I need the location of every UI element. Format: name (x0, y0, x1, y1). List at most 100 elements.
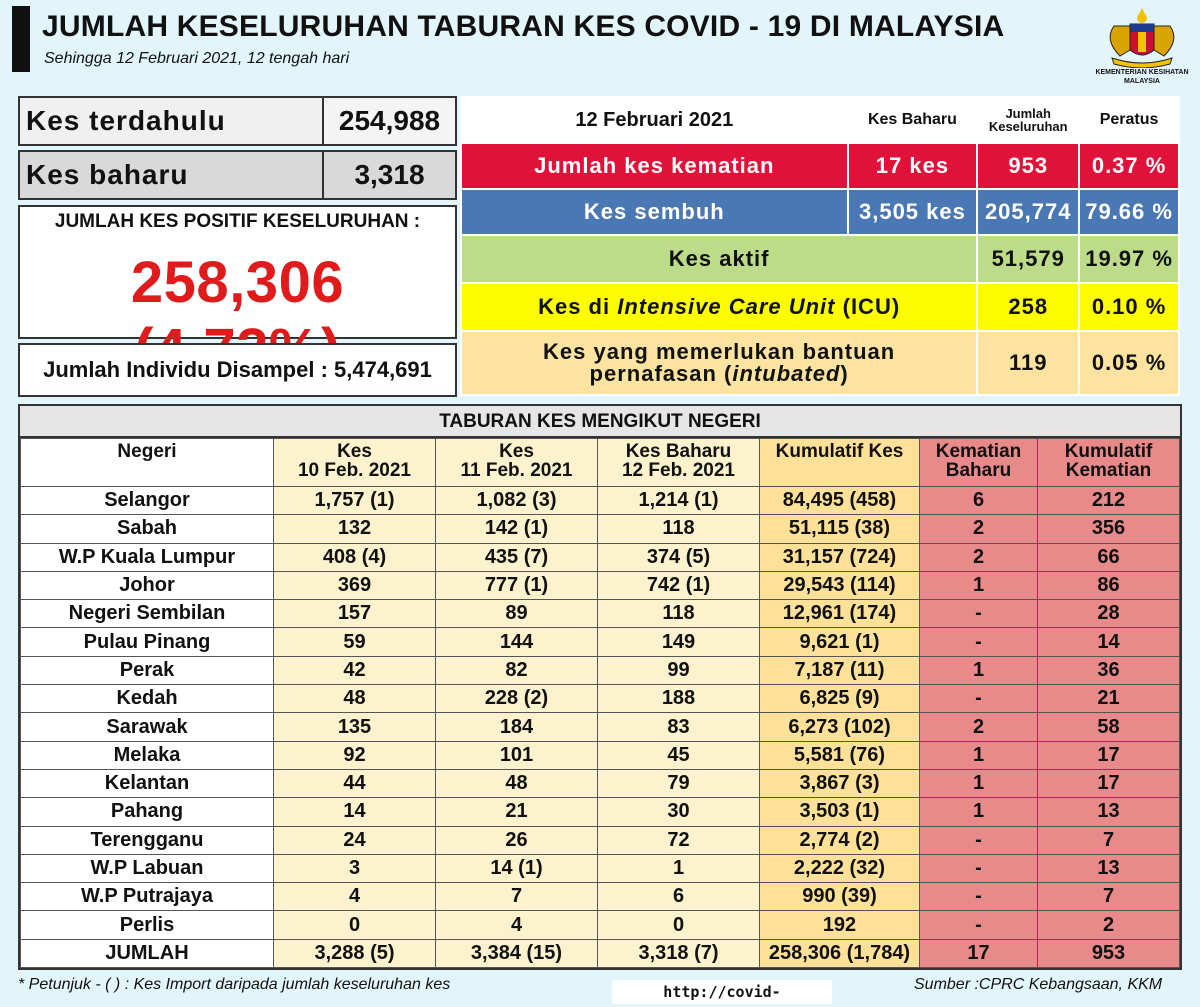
cumulative-deaths: 13 (1037, 797, 1180, 827)
state-name: Perlis (20, 910, 274, 940)
state-table: Negeri Kes 10 Feb. 2021 Kes 11 Feb. 2021 Kes … (20, 438, 1180, 969)
col-cumulative-deaths: Kumulatif Kematian (1037, 438, 1180, 487)
new-cases-12-feb: 374 (5) (597, 542, 760, 572)
cases-11-feb: 21 (435, 797, 598, 827)
recovered-label: Kes sembuh (460, 188, 849, 236)
col-cases-11-feb-line-2: 11 Feb. 2021 (460, 460, 573, 481)
cumulative-cases: 3,867 (3) (759, 768, 920, 799)
page-subtitle: Sehingga 12 Februari 2021, 12 tengah har… (44, 50, 350, 67)
website-link[interactable]: http://covid-19.moh.gov.my (612, 980, 832, 1004)
new-cases-12-feb: 188 (597, 684, 760, 714)
summary-header-row: 12 Februari 2021 Kes Baharu Jumlah Keselu… (460, 96, 1180, 144)
col-cases-11-feb-line-1: Kes (499, 441, 534, 462)
cases-11-feb: 4 (435, 910, 598, 940)
new-cases-12-feb: 3,318 (7) (597, 938, 760, 969)
cumulative-cases: 3,503 (1) (759, 797, 920, 827)
intubated-row: Kes yang memerlukan bantuan pernafasan (i… (459, 330, 1180, 396)
cumulative-deaths: 17 (1037, 740, 1180, 770)
table-row: Sabah 132 142 (1) 118 51,115 (38) 2 356 (20, 514, 1180, 544)
col-new-deaths: Kematian Baharu (919, 438, 1038, 487)
cumulative-deaths: 36 (1037, 655, 1180, 686)
cases-10-feb: 135 (273, 712, 436, 742)
cumulative-deaths: 13 (1037, 853, 1180, 884)
table-row: W.P Putrajaya 4 7 6 990 (39) -7 (20, 882, 1180, 912)
col-state: Negeri (20, 438, 274, 487)
new-deaths: 6 (919, 485, 1038, 516)
new-cases-12-feb: 1 (597, 853, 760, 884)
cumulative-deaths: 953 (1037, 938, 1180, 969)
cases-11-feb: 142 (1) (435, 514, 598, 544)
table-row: Perlis 0 4 0 192-2 (20, 910, 1180, 940)
new-cases-12-feb: 742 (1) (597, 570, 760, 601)
table-row: Kedah 48 228 (2) 188 6,825 (9) -21 (20, 684, 1180, 714)
col-total: Jumlah Keseluruhan (976, 96, 1081, 144)
new-deaths: 1 (919, 570, 1038, 601)
cases-10-feb: 408 (4) (273, 542, 436, 572)
cumulative-cases: 12,961 (174) (759, 599, 920, 629)
state-name: JUMLAH (20, 938, 274, 969)
table-row: Perak 42 82 99 7,187 (11) 1 36 (20, 655, 1180, 686)
state-name: W.P Labuan (20, 853, 274, 884)
cumulative-deaths: 14 (1037, 627, 1180, 657)
new-cases-12-feb: 149 (597, 627, 760, 657)
icu-label-part-1: Kes di (538, 294, 618, 319)
state-table-title: TABURAN KES MENGIKUT NEGERI (20, 406, 1180, 438)
state-name: Melaka (20, 740, 274, 770)
total-row: JUMLAH 3,288 (5) 3,384 (15) 3,318 (7) 258,30… (20, 938, 1180, 969)
table-row: Pulau Pinang 59 144 149 9,621 (1) -14 (20, 627, 1180, 657)
col-cases-11-feb: Kes 11 Feb. 2021 (435, 438, 598, 487)
active-total: 51,579 (976, 234, 1081, 284)
cumulative-deaths: 7 (1037, 825, 1180, 855)
deaths-row: Jumlah kes kematian 17 kes 953 0.37 % (460, 142, 1180, 190)
state-name: Sarawak (20, 712, 274, 742)
cases-10-feb: 1,757 (1) (273, 485, 436, 516)
cases-10-feb: 92 (273, 740, 436, 770)
cases-10-feb: 24 (273, 825, 436, 855)
state-name: Pahang (20, 797, 274, 827)
table-row: Kelantan 44 48 79 3,867 (3) 1 17 (20, 768, 1180, 799)
icu-percent: 0.10 % (1078, 282, 1180, 332)
logo-text-line-1: KEMENTERIAN KESIHATAN (1095, 69, 1189, 76)
new-deaths: - (919, 825, 1038, 855)
cases-10-feb: 3 (273, 853, 436, 884)
cumulative-deaths: 58 (1037, 712, 1180, 742)
title-accent-bar (12, 6, 30, 72)
cumulative-cases: 2,222 (32) (759, 853, 920, 884)
col-cumulative-cases: Kumulatif Kes (759, 438, 920, 487)
deaths-new: 17 kes (846, 142, 979, 190)
total-positive-box: JUMLAH KES POSITIF KESELURUHAN : 258,306… (18, 205, 457, 382)
cases-10-feb: 44 (273, 768, 436, 799)
icu-total: 258 (976, 282, 1081, 332)
col-state-line-1: Negeri (117, 441, 177, 462)
cumulative-cases: 258,306 (1,784) (759, 938, 920, 969)
state-name: Pulau Pinang (20, 627, 274, 657)
cumulative-cases: 51,115 (38) (759, 514, 920, 544)
cumulative-cases: 192 (759, 910, 920, 940)
col-new-cases: Kes Baharu (846, 96, 979, 144)
cases-11-feb: 3,384 (15) (435, 938, 598, 969)
state-name: Selangor (20, 485, 274, 516)
col-total-line-2: Keseluruhan (988, 119, 1068, 134)
new-deaths: - (919, 882, 1038, 912)
recovered-total: 205,774 (976, 188, 1081, 236)
state-name: Negeri Sembilan (20, 599, 274, 629)
recovered-percent: 79.66 % (1078, 188, 1180, 236)
new-cases-12-feb: 83 (597, 712, 760, 742)
page-title: JUMLAH KESELURUHAN TABURAN KES COVID - 1… (42, 10, 1005, 43)
table-row: Melaka 92 101 45 5,581 (76) 1 17 (20, 740, 1180, 770)
table-row: W.P Labuan 3 14 (1) 1 2,222 (32) -13 (20, 853, 1180, 884)
cases-10-feb: 59 (273, 627, 436, 657)
state-name: Johor (20, 570, 274, 601)
col-cumulative-deaths-line-1: Kumulatif (1064, 441, 1153, 462)
new-deaths: - (919, 599, 1038, 629)
cases-11-feb: 14 (1) (435, 853, 598, 884)
cases-10-feb: 4 (273, 882, 436, 912)
footnote: * Petunjuk - ( ) : Kes Import daripada j… (18, 976, 451, 993)
cases-11-feb: 1,082 (3) (435, 485, 598, 516)
state-distribution-panel: TABURAN KES MENGIKUT NEGERI Negeri Kes 10 … (18, 404, 1182, 971)
table-row: Terengganu 24 26 72 2,774 (2) -7 (20, 825, 1180, 855)
new-deaths: 2 (919, 514, 1038, 544)
col-cases-10-feb-line-2: 10 Feb. 2021 (297, 460, 412, 481)
col-cumulative-cases-line-1: Kumulatif Kes (775, 441, 904, 462)
cumulative-cases: 29,543 (114) (759, 570, 920, 601)
